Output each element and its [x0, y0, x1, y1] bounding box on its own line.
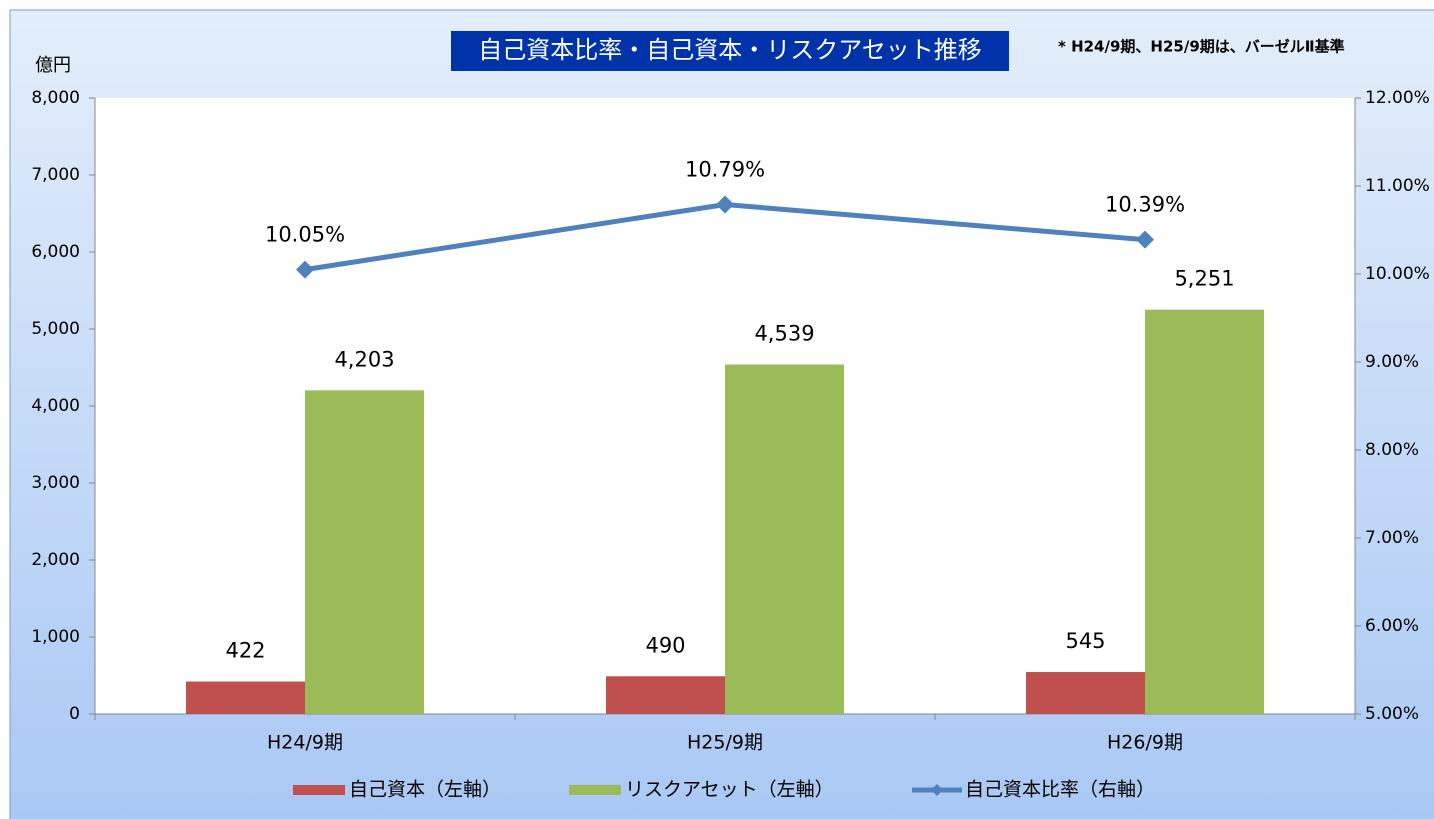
data-label: 422: [225, 639, 265, 663]
data-label: 4,539: [754, 321, 814, 345]
data-label: 10.79%: [685, 157, 765, 181]
bar: [186, 681, 305, 714]
data-label: 545: [1065, 629, 1105, 653]
y-tick-label: 4,000: [31, 396, 80, 416]
bar: [1026, 672, 1145, 714]
x-tick-label: H24/9期: [267, 732, 343, 754]
title-box: [451, 31, 1009, 71]
x-tick-label: H25/9期: [687, 732, 763, 754]
marker: [716, 195, 734, 214]
data-label: 10.05%: [265, 223, 345, 247]
bar: [725, 364, 844, 714]
y-axis-label: 億円: [35, 55, 71, 76]
legend-swatch: [569, 785, 621, 795]
y2-tick-label: 10.00%: [1365, 264, 1430, 284]
bar: [305, 390, 424, 714]
y2-tick-label: 8.00%: [1365, 440, 1419, 460]
note: * H24/9期、H25/9期は、バーゼルⅡ基準: [1058, 38, 1345, 56]
y-tick-label: 8,000: [31, 88, 80, 108]
x-tick-label: H26/9期: [1107, 732, 1183, 754]
y-tick-label: 2,000: [31, 550, 80, 570]
y2-tick-label: 6.00%: [1365, 616, 1419, 636]
chart-title: 自己資本比率・自己資本・リスクアセット推移: [478, 36, 982, 64]
legend-label: 自己資本（左軸）: [349, 779, 501, 801]
y-tick-label: 3,000: [31, 473, 80, 493]
y-tick-label: 0: [69, 704, 80, 724]
y2-tick-label: 9.00%: [1365, 352, 1419, 372]
y-tick-label: 5,000: [31, 319, 80, 339]
data-label: 10.39%: [1105, 193, 1185, 217]
data-label: 4,203: [334, 347, 394, 371]
legend-label: 自己資本比率（右軸）: [965, 779, 1155, 801]
marker: [296, 260, 314, 279]
y2-tick-label: 5.00%: [1365, 704, 1419, 724]
y-tick-label: 7,000: [31, 165, 80, 185]
y2-tick-label: 7.00%: [1365, 528, 1419, 548]
data-label: 5,251: [1174, 267, 1234, 291]
y2-tick-label: 11.00%: [1365, 176, 1430, 196]
y2-tick-label: 12.00%: [1365, 88, 1430, 108]
y-tick-label: 6,000: [31, 242, 80, 262]
legend-swatch: [293, 785, 345, 795]
legend-marker: [931, 784, 943, 796]
data-label: 490: [645, 633, 685, 657]
legend-label: リスクアセット（左軸）: [625, 779, 834, 801]
bar: [606, 676, 725, 714]
bar: [1145, 309, 1264, 714]
y-tick-label: 1,000: [31, 627, 80, 647]
marker: [1136, 230, 1154, 249]
